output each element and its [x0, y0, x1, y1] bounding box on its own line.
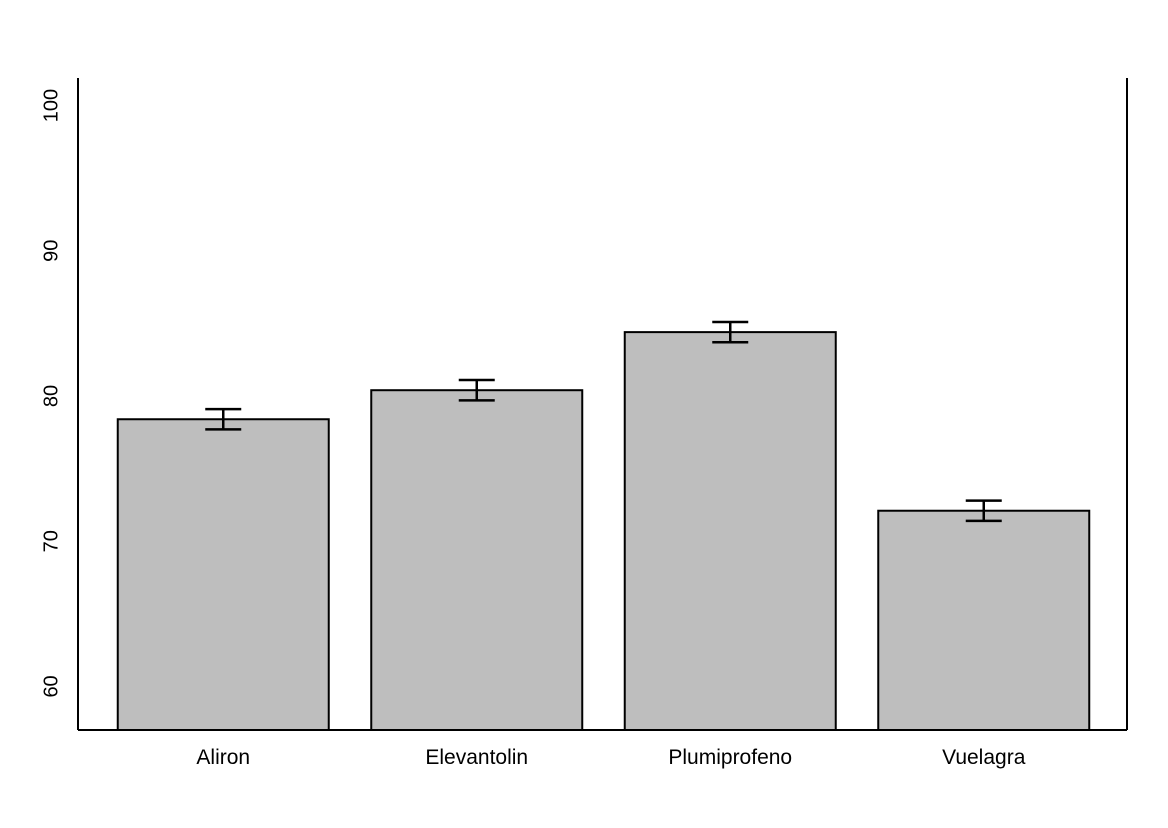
x-tick-label-vuelagra: Vuelagra	[942, 746, 1026, 769]
y-tick-label-60: 60	[40, 675, 62, 697]
bar-vuelagra	[877, 509, 1091, 731]
y-tick-label-100: 100	[40, 89, 62, 122]
bar-aliron	[116, 418, 330, 731]
y-tick-label-80: 80	[40, 385, 62, 407]
error-bar-aliron	[205, 407, 242, 431]
error-bar-vuelagra	[965, 499, 1002, 523]
x-tick-label-aliron: Aliron	[196, 746, 250, 769]
error-bar-plumiprofeno	[712, 320, 749, 344]
bar-plumiprofeno	[623, 331, 837, 731]
bars-layer	[116, 331, 1091, 731]
labels-layer: 60 70 80 90 100 Aliron Elevantolin Plumiprofeno…	[40, 89, 1025, 769]
x-tick-label-plumiprofeno: Plumiprofeno	[668, 746, 792, 769]
error-bars-layer	[205, 320, 1002, 523]
x-tick-label-elevantolin: Elevantolin	[425, 746, 528, 769]
y-tick-label-70: 70	[40, 530, 62, 552]
bar-elevantolin	[370, 389, 584, 731]
error-bar-elevantolin	[458, 378, 495, 402]
axes-layer	[77, 78, 1128, 731]
y-tick-label-90: 90	[40, 240, 62, 262]
